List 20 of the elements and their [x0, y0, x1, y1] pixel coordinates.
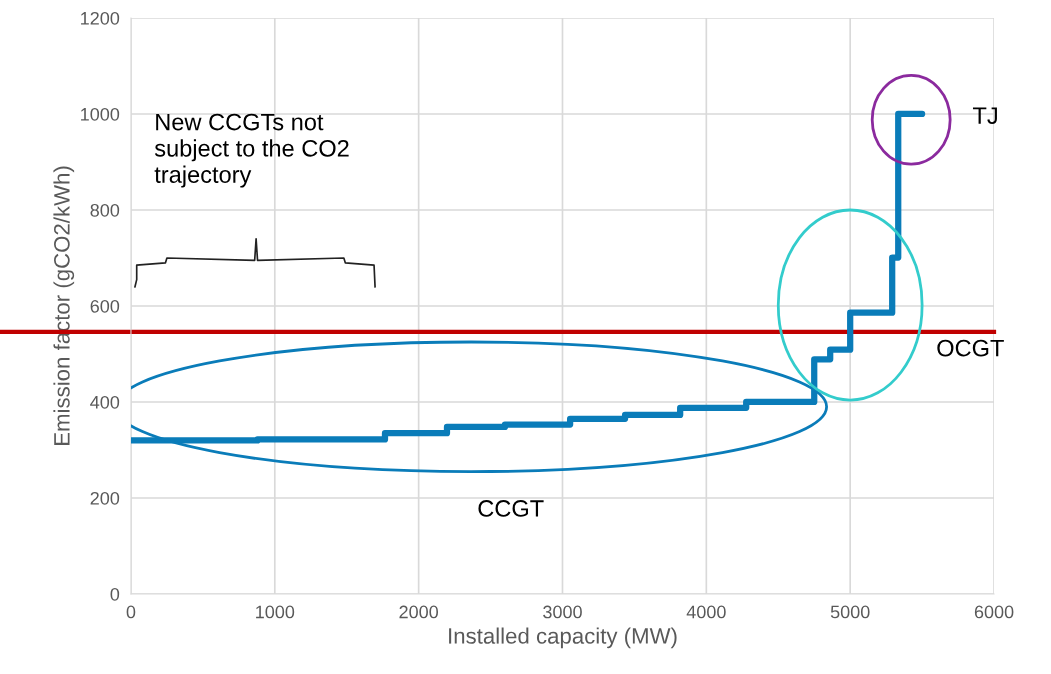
x-tick-label: 0 [126, 605, 136, 619]
y-tick-label: 800 [90, 203, 120, 217]
y-tick-label: 0 [110, 587, 120, 601]
annotation: New CCGTs not subject to the CO2 trajectory [154, 113, 349, 188]
y-tick-label: 600 [90, 299, 120, 313]
y-tick-label: 200 [90, 491, 120, 505]
x-axis-title: Installed capacity (MW) [449, 627, 677, 649]
x-tick-label: 1000 [256, 605, 295, 619]
x-tick-label: 2000 [399, 605, 439, 619]
annotation: CCGT [478, 500, 544, 517]
x-tick-label: 6000 [974, 605, 1014, 619]
x-tick-label: 3000 [543, 605, 582, 619]
y-tick-label: 1200 [81, 11, 120, 25]
x-tick-label: 4000 [686, 605, 726, 619]
y-axis-title: Emission factor (gCO2/kWh) [53, 166, 75, 445]
annotation: TJ [972, 107, 997, 124]
x-tick-label: 5000 [830, 605, 870, 619]
y-tick-label: 1000 [81, 107, 120, 121]
y-tick-label: 400 [90, 395, 120, 409]
ref-line-label: OCGT [937, 339, 1004, 357]
